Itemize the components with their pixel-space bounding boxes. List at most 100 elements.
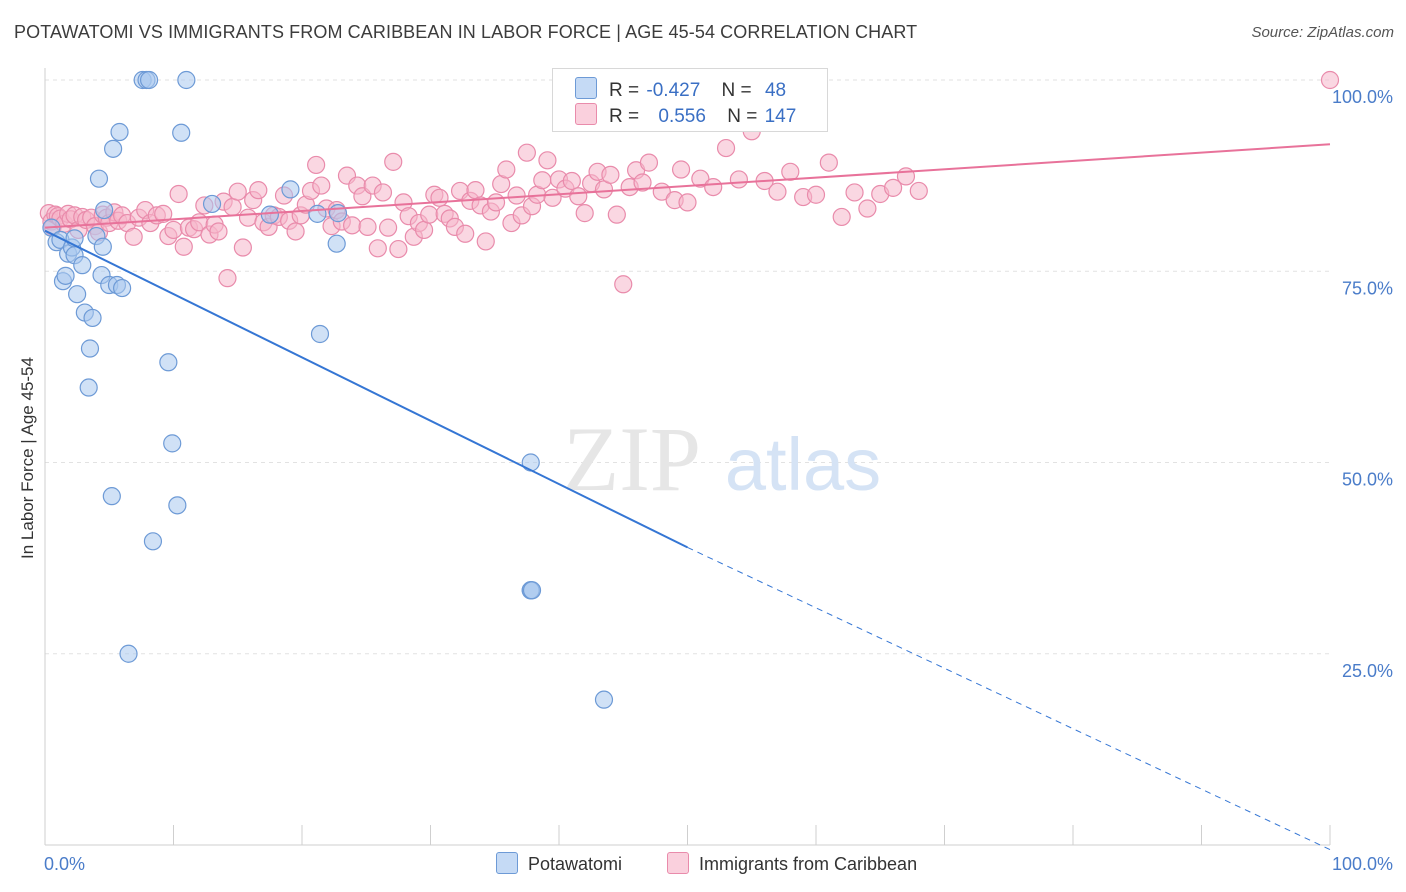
caribbean-point — [601, 165, 620, 184]
potawatomi-point — [83, 308, 102, 328]
caribbean-point — [633, 173, 652, 192]
potawatomi-points — [42, 70, 614, 709]
caribbean-point — [781, 162, 800, 181]
potawatomi-point — [521, 453, 540, 472]
axes — [44, 68, 1331, 846]
caribbean-point — [389, 239, 408, 259]
bottom-legend-label-caribbean: Immigrants from Caribbean — [699, 854, 918, 874]
caribbean-point — [569, 187, 588, 206]
y-tick-label: 75.0% — [1342, 278, 1393, 298]
potawatomi-point — [168, 496, 187, 515]
potawatomi-point — [93, 237, 112, 256]
potawatomi-point — [104, 139, 123, 158]
potawatomi-point — [102, 487, 121, 506]
potawatomi-point — [327, 234, 346, 253]
legend-swatch-blue — [575, 77, 597, 99]
potawatomi-point — [328, 204, 348, 223]
caribbean-point — [312, 176, 331, 195]
caribbean-point — [223, 197, 242, 217]
legend-row-potawatomi: R = -0.427 N = 48 — [575, 77, 786, 101]
watermark-atlas: atlas — [725, 423, 881, 506]
legend-row-caribbean: R = 0.556 N = 147 — [575, 103, 796, 127]
caribbean-point — [358, 217, 377, 236]
caribbean-point — [575, 204, 594, 223]
potawatomi-point — [159, 353, 178, 372]
caribbean-point — [507, 186, 526, 205]
caribbean-point — [768, 182, 787, 201]
potawatomi-point — [112, 278, 132, 298]
potawatomi-trend-extension — [687, 546, 1331, 851]
caribbean-point — [832, 207, 851, 227]
caribbean-point — [1320, 70, 1340, 90]
legend-n-label: N = — [721, 80, 752, 101]
caribbean-point — [517, 143, 536, 162]
caribbean-point — [476, 232, 495, 251]
caribbean-point — [218, 269, 237, 288]
caribbean-point — [174, 237, 193, 256]
caribbean-point — [378, 218, 398, 237]
caribbean-point — [384, 152, 403, 171]
y-tick-label: 25.0% — [1342, 661, 1393, 681]
potawatomi-point — [110, 122, 129, 142]
potawatomi-point — [172, 123, 191, 142]
caribbean-point — [154, 204, 173, 223]
y-tick-label: 100.0% — [1332, 87, 1393, 107]
caribbean-point — [368, 239, 387, 258]
potawatomi-trend-line — [44, 229, 688, 549]
legend-r-label: R = — [609, 106, 640, 127]
correlation-legend: R = -0.427 N = 48 R = 0.556 N = 147 — [552, 68, 828, 132]
potawatomi-point — [594, 690, 614, 709]
bottom-legend-label-potawatomi: Potawatomi — [528, 854, 623, 874]
legend-r-value-caribbean: 0.556 — [658, 106, 706, 127]
caribbean-point — [806, 185, 826, 204]
bottom-legend-potawatomi: Potawatomi — [496, 852, 622, 875]
caribbean-point — [209, 222, 228, 241]
caribbean-point — [497, 160, 516, 179]
legend-n-value-potawatomi: 48 — [764, 80, 787, 101]
potawatomi-point — [308, 204, 327, 223]
potawatomi-point — [143, 532, 163, 551]
caribbean-point — [307, 155, 326, 175]
potawatomi-point — [68, 285, 87, 304]
caribbean-point — [373, 183, 393, 202]
potawatomi-point — [260, 205, 279, 224]
caribbean-point — [486, 193, 506, 212]
x-tick-label-min: 0.0% — [44, 854, 85, 874]
potawatomi-point — [119, 644, 138, 663]
legend-n-value-caribbean: 147 — [764, 106, 797, 127]
potawatomi-point — [56, 266, 75, 285]
tick-labels: 25.0% 50.0% 75.0% 100.0% 0.0% 100.0% — [44, 87, 1393, 874]
potawatomi-point — [281, 180, 300, 199]
legend-swatch-pink — [575, 103, 597, 125]
potawatomi-point — [310, 324, 330, 344]
legend-n-label: N = — [727, 106, 758, 127]
caribbean-point — [883, 178, 903, 197]
caribbean-point — [286, 222, 305, 241]
caribbean-point — [456, 224, 475, 243]
watermark-zip: ZIP — [563, 408, 701, 510]
caribbean-point — [858, 199, 877, 218]
caribbean-point — [562, 171, 581, 191]
caribbean-point — [233, 238, 252, 257]
potawatomi-point — [202, 194, 222, 214]
caribbean-point — [249, 181, 268, 200]
caribbean-point — [909, 181, 928, 201]
caribbean-point — [430, 188, 449, 207]
caribbean-point — [704, 178, 723, 197]
caribbean-point — [124, 227, 143, 246]
trend-lines — [44, 143, 1331, 851]
caribbean-point — [238, 208, 258, 227]
caribbean-point — [729, 170, 749, 189]
caribbean-point — [819, 153, 838, 172]
bottom-legend-caribbean: Immigrants from Caribbean — [667, 852, 917, 875]
caribbean-point — [169, 184, 188, 204]
caribbean-point — [614, 275, 633, 294]
caribbean-point — [845, 183, 864, 202]
caribbean-point — [607, 205, 626, 224]
caribbean-point — [420, 205, 439, 224]
caribbean-point — [466, 181, 485, 200]
caribbean-point — [691, 169, 710, 188]
caribbean-point — [678, 193, 697, 212]
potawatomi-point — [80, 339, 100, 358]
